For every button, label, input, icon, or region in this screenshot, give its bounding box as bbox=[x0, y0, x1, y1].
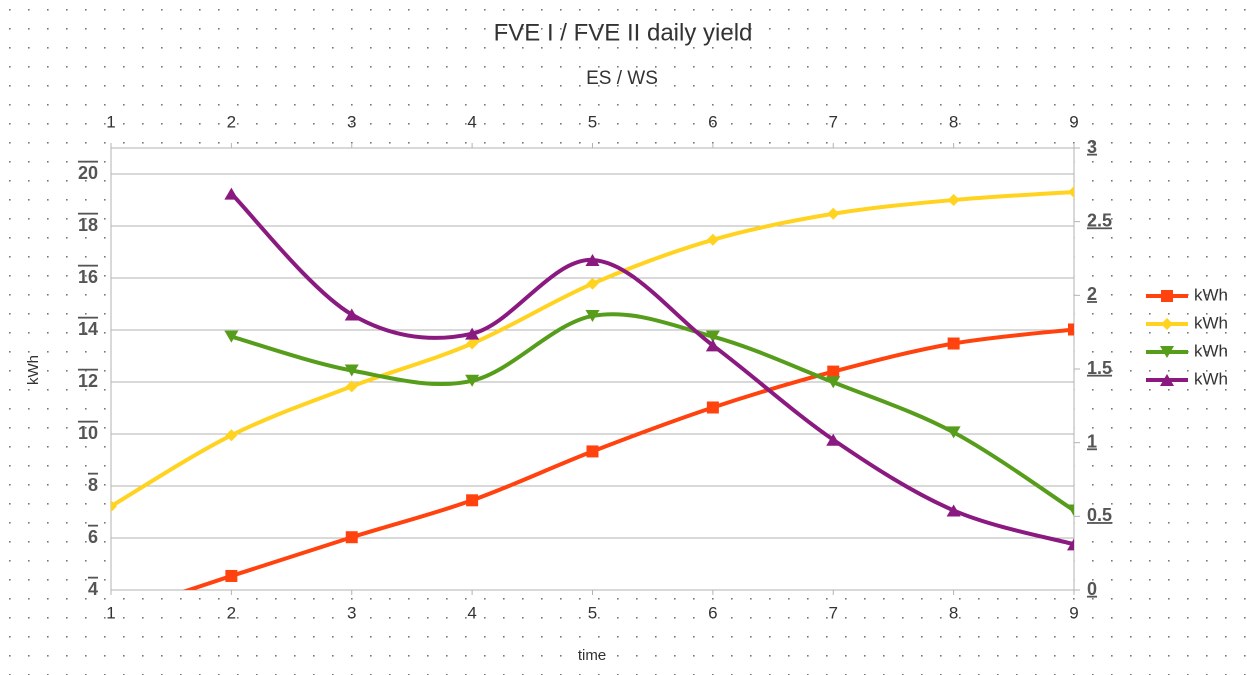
y-tick-label: 18 bbox=[78, 215, 98, 235]
x-axis-title: time bbox=[578, 647, 606, 664]
marker bbox=[224, 330, 239, 343]
marker bbox=[586, 445, 599, 458]
legend-label: kWh bbox=[1194, 341, 1228, 360]
x-tick-label: 8 bbox=[949, 603, 958, 622]
y2-tick-label: 2.5 bbox=[1087, 210, 1112, 230]
marker bbox=[1067, 504, 1074, 517]
marker bbox=[345, 380, 358, 393]
legend-label: kWh bbox=[1194, 285, 1228, 304]
marker bbox=[946, 426, 961, 439]
marker bbox=[345, 531, 358, 544]
x-tick-label: 7 bbox=[829, 603, 838, 622]
legend-label: kWh bbox=[1194, 369, 1228, 388]
y2-tick-label: 3 bbox=[1087, 137, 1097, 157]
x-tick-label: 3 bbox=[347, 603, 356, 622]
marker bbox=[946, 504, 961, 517]
marker bbox=[1160, 346, 1174, 358]
x-tick-label: 4 bbox=[467, 603, 476, 622]
x2-tick-label: 5 bbox=[588, 112, 597, 131]
marker bbox=[465, 327, 480, 340]
y2-tick-label: 0 bbox=[1087, 579, 1097, 599]
x-tick-label: 9 bbox=[1069, 603, 1078, 622]
legend-label: kWh bbox=[1194, 313, 1228, 332]
y-tick-label: 14 bbox=[78, 319, 98, 339]
marker bbox=[705, 330, 720, 343]
y2-tick-label: 1 bbox=[1087, 431, 1097, 451]
marker bbox=[466, 337, 479, 350]
marker bbox=[1161, 290, 1173, 302]
x2-tick-label: 7 bbox=[829, 112, 838, 131]
marker bbox=[1067, 538, 1074, 551]
x2-tick-label: 9 bbox=[1069, 112, 1078, 131]
y-tick-label: 16 bbox=[78, 267, 98, 287]
marker bbox=[586, 277, 599, 290]
x2-tick-label: 1 bbox=[106, 112, 115, 131]
x-tick-label: 5 bbox=[588, 603, 597, 622]
y-tick-label: 12 bbox=[78, 371, 98, 391]
marker bbox=[827, 207, 840, 220]
marker bbox=[585, 309, 600, 322]
marker bbox=[1161, 318, 1173, 330]
marker bbox=[585, 253, 600, 266]
marker bbox=[947, 194, 960, 206]
marker bbox=[225, 569, 238, 582]
marker bbox=[225, 429, 238, 442]
y2-tick-label: 0.5 bbox=[1087, 505, 1112, 525]
x2-tick-label: 6 bbox=[708, 112, 717, 131]
marker bbox=[706, 233, 719, 246]
x2-axis-title: ES / WS bbox=[586, 68, 658, 89]
marker bbox=[1068, 323, 1074, 336]
marker bbox=[826, 433, 841, 446]
x2-tick-label: 2 bbox=[227, 112, 236, 131]
marker bbox=[465, 374, 480, 387]
x-tick-label: 2 bbox=[227, 603, 236, 622]
y-axis-title: kWh bbox=[25, 355, 42, 385]
x-tick-label: 6 bbox=[708, 603, 717, 622]
y-tick-label: 20 bbox=[78, 163, 98, 183]
y-tick-label: 8 bbox=[88, 475, 98, 495]
marker bbox=[706, 401, 719, 414]
marker bbox=[344, 308, 359, 321]
plot-area bbox=[110, 147, 1075, 591]
marker bbox=[826, 376, 841, 389]
marker bbox=[1068, 185, 1074, 198]
y-tick-label: 4 bbox=[88, 579, 98, 599]
x2-tick-label: 4 bbox=[467, 112, 476, 131]
marker bbox=[111, 500, 117, 513]
marker bbox=[1160, 374, 1174, 386]
series-layer bbox=[111, 185, 1074, 590]
chart-title: FVE I / FVE II daily yield bbox=[494, 19, 753, 46]
marker bbox=[827, 365, 840, 378]
x2-tick-label: 3 bbox=[347, 112, 356, 131]
x2-tick-label: 8 bbox=[949, 112, 958, 131]
marker bbox=[466, 494, 479, 507]
y-tick-label: 10 bbox=[78, 423, 98, 443]
y-tick-label: 6 bbox=[88, 527, 98, 547]
y2-tick-label: 2 bbox=[1087, 284, 1097, 304]
y2-tick-label: 1.5 bbox=[1087, 358, 1112, 378]
marker bbox=[705, 339, 720, 352]
x-tick-label: 1 bbox=[106, 603, 115, 622]
marker bbox=[344, 364, 359, 377]
series-line bbox=[230, 312, 1074, 513]
marker bbox=[947, 337, 960, 350]
marker bbox=[224, 187, 239, 200]
